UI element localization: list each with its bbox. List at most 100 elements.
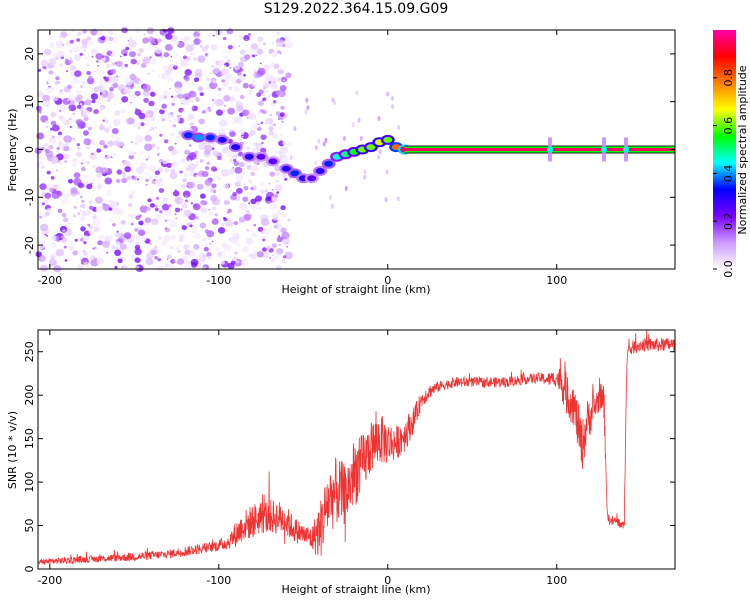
- noise-blob: [69, 107, 71, 110]
- noise-blob: [238, 151, 243, 156]
- noise-blob: [217, 227, 226, 234]
- noise-blob: [251, 205, 258, 211]
- noise-blob: [74, 238, 78, 242]
- noise-blob: [232, 191, 238, 197]
- noise-blob: [251, 229, 254, 232]
- noise-blob: [217, 87, 222, 91]
- noise-blob: [188, 152, 197, 160]
- ridge-point: [281, 165, 291, 172]
- noise-blob: [342, 136, 346, 141]
- noise-blob: [268, 95, 270, 97]
- noise-blob: [156, 214, 160, 217]
- noise-blob: [142, 84, 151, 92]
- ridge-point: [256, 153, 266, 160]
- noise-blob: [246, 146, 251, 151]
- noise-blob: [147, 198, 152, 203]
- noise-blob: [203, 246, 209, 252]
- noise-blob: [48, 258, 57, 266]
- noise-blob: [111, 152, 117, 158]
- noise-blob: [76, 143, 81, 147]
- noise-blob: [123, 126, 126, 128]
- noise-blob: [96, 172, 102, 178]
- noise-blob: [115, 75, 119, 78]
- noise-blob: [251, 165, 259, 172]
- noise-blob: [111, 208, 119, 216]
- x-tick-label: 0: [384, 574, 391, 587]
- noise-blob: [184, 96, 189, 100]
- noise-blob: [39, 215, 43, 219]
- noise-blob: [377, 116, 381, 121]
- noise-blob: [229, 214, 232, 217]
- noise-blob: [314, 160, 318, 166]
- noise-blob: [96, 148, 102, 153]
- noise-blob: [171, 161, 179, 169]
- noise-blob: [181, 43, 183, 45]
- noise-blob: [150, 45, 154, 49]
- noise-blob: [92, 165, 96, 168]
- noise-blob: [266, 245, 271, 250]
- noise-blob: [85, 57, 88, 60]
- noise-blob: [138, 80, 144, 85]
- noise-blob: [190, 52, 194, 56]
- noise-blob: [204, 242, 208, 246]
- noise-blob: [271, 243, 277, 248]
- noise-blob: [241, 135, 244, 138]
- noise-blob: [126, 175, 132, 181]
- noise-blob: [322, 141, 326, 147]
- noise-blob: [174, 213, 177, 216]
- noise-blob: [73, 190, 78, 194]
- noise-blob: [77, 212, 81, 215]
- noise-blob: [68, 49, 73, 53]
- noise-blob: [100, 167, 108, 174]
- noise-blob: [169, 172, 178, 179]
- noise-blob: [147, 156, 150, 159]
- noise-blob: [195, 216, 200, 220]
- noise-blob: [206, 230, 215, 238]
- noise-blob: [224, 73, 231, 79]
- noise-blob: [124, 166, 131, 173]
- noise-blob: [84, 174, 88, 179]
- noise-blob: [110, 218, 113, 221]
- noise-blob: [69, 126, 72, 128]
- noise-blob: [127, 203, 133, 208]
- noise-blob: [224, 65, 227, 68]
- noise-blob: [199, 222, 207, 229]
- noise-blob: [136, 224, 143, 230]
- noise-blob: [61, 197, 69, 205]
- noise-blob: [70, 72, 75, 76]
- noise-blob: [87, 223, 91, 227]
- noise-blob: [219, 119, 228, 127]
- noise-blob: [233, 161, 239, 166]
- noise-blob: [257, 226, 264, 232]
- noise-blob: [166, 258, 169, 260]
- noise-blob: [208, 211, 214, 217]
- noise-blob: [112, 223, 116, 227]
- ridge-point: [315, 168, 325, 174]
- noise-blob: [55, 76, 60, 81]
- noise-blob: [154, 256, 158, 260]
- noise-blob: [79, 209, 82, 212]
- noise-blob: [143, 97, 149, 103]
- noise-blob: [249, 130, 256, 136]
- colorbar-label: Normalized spectral amplitude: [736, 65, 749, 234]
- noise-blob: [109, 200, 118, 209]
- noise-blob: [275, 111, 281, 116]
- noise-blob: [153, 179, 156, 181]
- noise-blob: [71, 115, 73, 117]
- noise-blob: [193, 38, 201, 45]
- noise-blob: [242, 82, 249, 89]
- noise-blob: [103, 144, 108, 149]
- noise-blob: [90, 255, 95, 260]
- noise-blob: [69, 65, 77, 72]
- noise-blob: [195, 174, 199, 178]
- noise-blob: [108, 36, 114, 42]
- noise-blob: [83, 241, 87, 245]
- noise-blob: [128, 40, 137, 48]
- spectrogram-y-axis-label: Frequency (Hz): [6, 109, 19, 192]
- snr-series-line: [37, 329, 676, 566]
- noise-blob: [130, 190, 136, 195]
- noise-blob: [253, 249, 256, 252]
- noise-blob: [63, 146, 70, 152]
- noise-blob: [236, 67, 238, 69]
